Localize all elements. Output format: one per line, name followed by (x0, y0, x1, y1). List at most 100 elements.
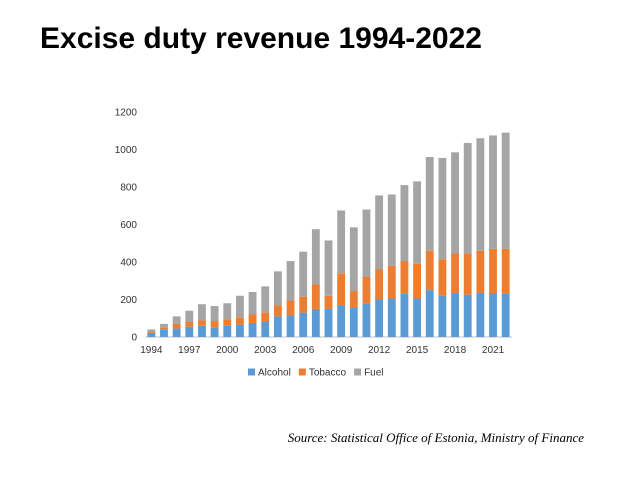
x-tick-label: 1997 (178, 345, 201, 356)
bar-fuel-2007 (311, 229, 320, 285)
bar-fuel-2017 (438, 157, 447, 260)
legend-label-tobacco: Tobacco (309, 368, 347, 379)
x-tick-label: 2012 (368, 345, 391, 356)
bar-tobacco-2008 (324, 295, 333, 309)
bar-fuel-2020 (476, 138, 485, 251)
bar-fuel-1994 (147, 329, 156, 332)
x-tick-label: 2021 (482, 345, 505, 356)
bar-tobacco-2014 (400, 261, 409, 294)
bar-alcohol-2000 (223, 325, 232, 337)
bar-alcohol-1998 (198, 325, 206, 337)
bars (147, 132, 510, 338)
bar-tobacco-2012 (375, 269, 384, 300)
bar-tobacco-2018 (451, 253, 459, 293)
bar-fuel-2006 (299, 251, 308, 297)
bar-alcohol-2017 (438, 295, 447, 337)
bar-fuel-1998 (198, 304, 206, 321)
bar-fuel-2014 (400, 185, 409, 262)
bar-tobacco-2003 (261, 312, 270, 323)
bar-tobacco-2006 (299, 296, 308, 313)
bar-tobacco-2022 (501, 248, 510, 294)
x-tick-label: 2000 (216, 345, 239, 356)
bar-fuel-2022 (501, 132, 510, 249)
bar-tobacco-1998 (198, 320, 206, 326)
bar-fuel-2015 (413, 181, 422, 264)
bar-alcohol-2004 (273, 316, 282, 338)
bar-fuel-2018 (451, 152, 459, 254)
source-note: Source: Statistical Office of Estonia, M… (287, 430, 584, 445)
bar-tobacco-2001 (235, 317, 244, 325)
bar-fuel-2013 (387, 194, 396, 266)
y-tick-label: 800 (120, 183, 137, 194)
bar-fuel-2009 (337, 210, 346, 274)
legend-swatch-alcohol (248, 368, 255, 376)
bar-alcohol-2012 (375, 299, 384, 337)
bar-tobacco-2010 (349, 291, 358, 308)
x-tick-label: 2003 (254, 345, 277, 356)
bar-tobacco-2020 (476, 250, 485, 293)
bar-tobacco-2005 (286, 300, 295, 316)
bar-tobacco-1999 (210, 321, 219, 328)
bar-alcohol-2007 (311, 308, 320, 338)
bar-alcohol-2019 (463, 294, 472, 337)
x-tick-label: 2006 (292, 345, 315, 356)
bar-alcohol-2021 (489, 292, 497, 337)
bar-fuel-1999 (210, 306, 219, 322)
bar-fuel-1997 (185, 310, 194, 322)
y-tick-label: 200 (120, 295, 137, 306)
bar-fuel-2021 (489, 135, 497, 249)
bar-fuel-2000 (223, 303, 232, 320)
bar-fuel-1995 (160, 323, 168, 328)
bar-fuel-2011 (362, 209, 371, 277)
x-tick-label: 2018 (444, 345, 467, 356)
bar-alcohol-2014 (400, 293, 409, 338)
bar-alcohol-2005 (286, 315, 295, 337)
bar-tobacco-2007 (311, 284, 320, 309)
bar-alcohol-2015 (413, 298, 422, 337)
bar-alcohol-1994 (147, 332, 156, 338)
bar-alcohol-1999 (210, 327, 219, 338)
bar-fuel-2010 (349, 227, 358, 292)
y-tick-label: 1000 (115, 145, 138, 156)
bar-fuel-2012 (375, 195, 384, 270)
legend-label-alcohol: Alcohol (258, 368, 291, 379)
y-tick-label: 400 (120, 258, 137, 269)
bar-alcohol-2001 (235, 324, 244, 337)
bar-tobacco-1997 (185, 322, 194, 327)
bar-fuel-2004 (273, 271, 282, 306)
bar-fuel-2016 (425, 157, 434, 251)
bar-alcohol-1995 (160, 329, 168, 338)
bar-fuel-2005 (286, 261, 295, 301)
bar-fuel-2003 (261, 286, 270, 313)
bar-tobacco-2016 (425, 250, 434, 291)
bar-tobacco-2004 (273, 305, 282, 317)
bar-tobacco-2015 (413, 263, 422, 299)
bar-tobacco-1995 (160, 327, 168, 330)
bar-alcohol-2022 (501, 293, 510, 338)
bar-tobacco-2002 (248, 314, 257, 323)
bar-fuel-2001 (235, 295, 244, 318)
bar-fuel-2019 (463, 142, 472, 254)
bar-alcohol-2011 (362, 303, 371, 337)
bar-alcohol-2018 (451, 292, 459, 337)
legend-label-fuel: Fuel (364, 368, 383, 379)
y-tick-label: 0 (131, 333, 137, 344)
bar-alcohol-1997 (185, 326, 194, 337)
legend-swatch-tobacco (298, 368, 306, 376)
bar-fuel-1996 (172, 316, 181, 324)
slide-title: Excise duty revenue 1994-2022 (40, 22, 482, 55)
bar-alcohol-2016 (425, 290, 434, 338)
x-tick-label: 2009 (330, 345, 353, 356)
bar-tobacco-1994 (147, 331, 156, 333)
bar-tobacco-2000 (223, 319, 232, 326)
chart-legend: Alcohol Tobacco Fuel (248, 368, 384, 379)
bar-fuel-2002 (248, 292, 257, 315)
bar-fuel-2008 (324, 240, 333, 296)
bar-alcohol-2002 (248, 322, 257, 337)
bar-alcohol-2020 (476, 292, 485, 337)
bar-alcohol-2009 (337, 305, 346, 338)
bar-alcohol-2013 (387, 298, 396, 337)
bar-alcohol-2010 (349, 307, 358, 337)
bar-tobacco-1996 (172, 323, 181, 329)
